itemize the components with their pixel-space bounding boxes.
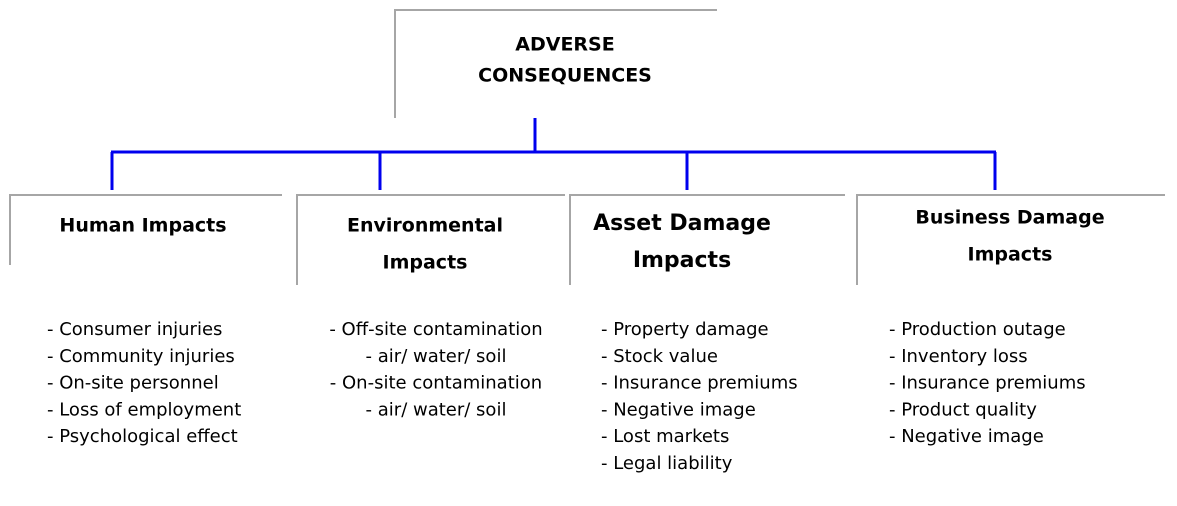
category-title: Business Damage [915, 207, 1104, 229]
category-item: - Product quality [889, 399, 1037, 420]
category-box [569, 194, 845, 285]
category-item: - Lost markets [601, 426, 729, 447]
category-item: - Production outage [889, 319, 1066, 340]
category-item: - Property damage [601, 319, 769, 340]
connectors [9, 9, 1165, 285]
category-item: - Consumer injuries [47, 319, 222, 340]
category-item: - Legal liability [601, 453, 733, 474]
root-box [394, 9, 717, 118]
category-title: Asset Damage [593, 211, 771, 236]
root-title: ADVERSE [515, 34, 614, 56]
category-title: Environmental [347, 215, 503, 237]
category-box [9, 194, 282, 265]
category-item: - air/ water/ soil [366, 399, 507, 420]
category-item: - On-site contamination [330, 373, 542, 394]
category-box [856, 194, 1165, 285]
category-item: - Inventory loss [889, 346, 1028, 367]
root-title: CONSEQUENCES [478, 65, 652, 87]
category-item: - Stock value [601, 346, 718, 367]
category-item: - air/ water/ soil [366, 346, 507, 367]
category-item: - Community injuries [47, 346, 235, 367]
category-item: - Loss of employment [47, 399, 241, 420]
category-title: Human Impacts [59, 215, 226, 237]
category-item: - Psychological effect [47, 426, 238, 447]
category-item: - Insurance premiums [601, 373, 798, 394]
category-box [296, 194, 565, 285]
category-item: - Off-site contamination [329, 319, 542, 340]
category-title: Impacts [383, 252, 468, 274]
category-item: - On-site personnel [47, 373, 219, 394]
category-item: - Insurance premiums [889, 373, 1086, 394]
category-title: Impacts [633, 248, 731, 273]
category-item: - Negative image [601, 399, 756, 420]
category-item: - Negative image [889, 426, 1044, 447]
category-title: Impacts [968, 244, 1053, 266]
